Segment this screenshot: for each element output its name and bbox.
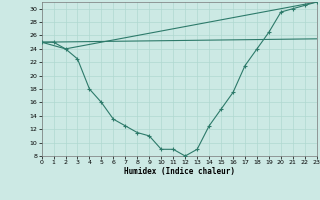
X-axis label: Humidex (Indice chaleur): Humidex (Indice chaleur) <box>124 167 235 176</box>
